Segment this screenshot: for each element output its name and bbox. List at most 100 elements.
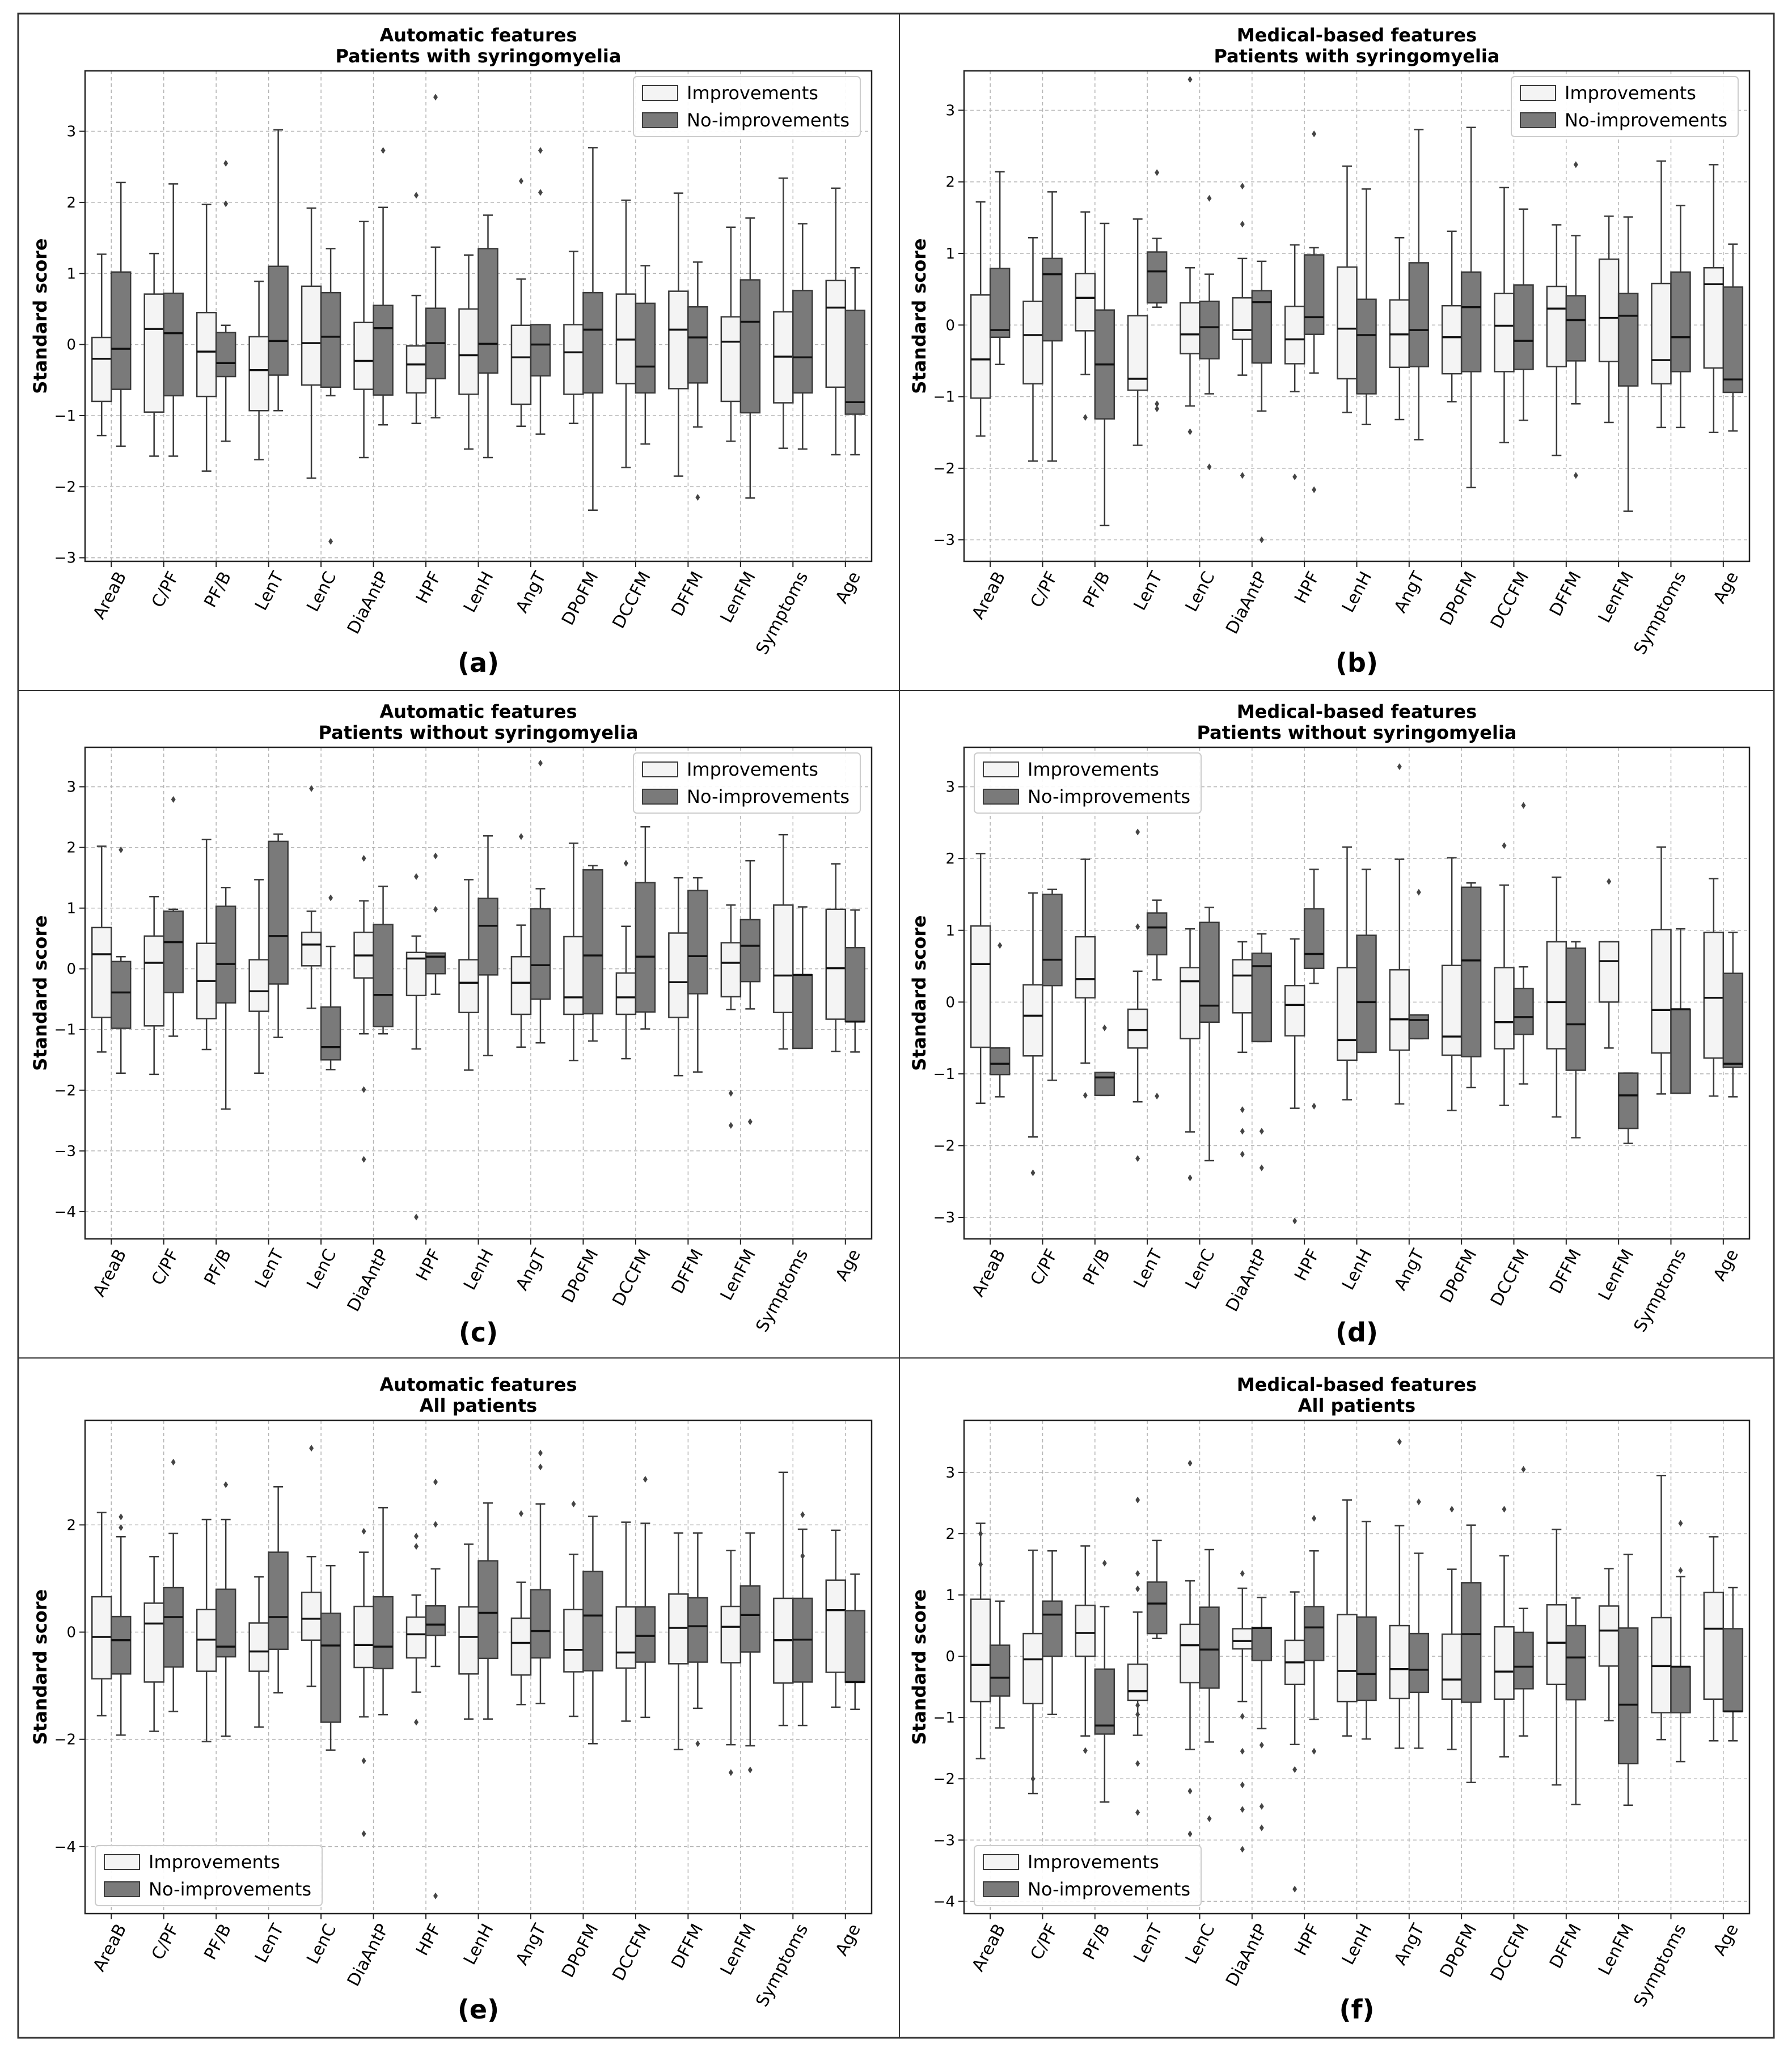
box-iqr — [1670, 1666, 1691, 1713]
box-iqr — [530, 908, 551, 1000]
box-pfb-no-improvements — [215, 887, 236, 1110]
box-iqr — [1232, 959, 1253, 1014]
outlier-point — [1102, 1559, 1107, 1567]
y-tick-label: −2 — [54, 1082, 76, 1099]
box-iqr — [1722, 972, 1744, 1068]
box-dffm-improvements — [668, 192, 689, 477]
box-iqr — [1565, 1624, 1587, 1701]
y-tick-label: 1 — [66, 265, 76, 282]
box-iqr — [1094, 1072, 1115, 1097]
box-iqr — [1022, 984, 1043, 1057]
chart-title-line: Automatic features — [380, 1374, 577, 1395]
box-cpf-no-improvements — [1042, 1550, 1063, 1716]
legend-box — [633, 76, 861, 137]
box-lent-no-improvements — [1146, 1539, 1168, 1639]
legend-swatch — [983, 1854, 1019, 1870]
outlier-point — [361, 1086, 366, 1093]
box-age-no-improvements — [844, 1573, 866, 1710]
outlier-point — [361, 1527, 366, 1535]
y-tick-label: −2 — [933, 1771, 955, 1788]
box-iqr — [1042, 257, 1063, 342]
y-tick-label: −2 — [54, 479, 76, 496]
box-lenfm-no-improvements — [739, 860, 761, 1125]
box-lenh-no-improvements — [1356, 188, 1377, 426]
box-iqr — [425, 1605, 446, 1636]
x-tick-label: Age — [832, 568, 865, 607]
x-tick-label: LenT — [1130, 1920, 1167, 1966]
x-tick-label: PF/B — [1079, 1246, 1114, 1288]
box-symptoms-improvements — [773, 1471, 794, 1727]
y-tick-label: 2 — [66, 840, 76, 857]
box-iqr — [1337, 967, 1358, 1061]
outlier-point — [361, 1830, 366, 1838]
outlier-point — [1502, 1505, 1507, 1513]
box-lenh-improvements — [458, 1543, 479, 1720]
box-cpf-improvements — [143, 1555, 164, 1732]
outlier-point — [1312, 1102, 1317, 1110]
box-dffm-improvements — [1546, 876, 1567, 1118]
y-axis-label: Standard score — [29, 1589, 51, 1745]
x-tick-label: PF/B — [200, 1920, 235, 1963]
x-tick-label: Symptoms — [1630, 1920, 1690, 2010]
legend-swatch — [104, 1881, 140, 1897]
box-symptoms-no-improvements — [1670, 1520, 1691, 1763]
outlier-point — [1135, 1585, 1140, 1593]
box-iqr — [353, 321, 374, 390]
x-tick-label: DPoFM — [1436, 1246, 1481, 1306]
box-symptoms-improvements — [1651, 846, 1672, 1095]
x-tick-label: Age — [832, 1246, 865, 1284]
y-tick-label: 3 — [945, 1465, 955, 1482]
box-dffm-improvements — [1546, 224, 1567, 456]
box-iqr — [687, 1597, 708, 1663]
box-dccfm-improvements — [1494, 842, 1515, 1106]
box-iqr — [792, 290, 813, 394]
outlier-point — [1678, 1567, 1683, 1574]
box-lenfm-improvements — [720, 226, 742, 442]
box-hpf-improvements — [1284, 244, 1305, 480]
box-iqr — [720, 316, 742, 403]
box-iqr — [110, 271, 132, 390]
box-dffm-no-improvements — [1565, 941, 1587, 1139]
x-tick-label: DFFM — [1546, 568, 1586, 619]
box-iqr — [268, 840, 289, 985]
y-axis-label: Standard score — [908, 238, 930, 394]
y-axis-label: Standard score — [29, 238, 51, 394]
outlier-point — [171, 1458, 176, 1466]
box-cpf-improvements — [1022, 892, 1043, 1177]
outlier-point — [1207, 194, 1212, 202]
box-iqr — [720, 942, 742, 998]
y-axis-label: Standard score — [908, 915, 930, 1071]
box-lenc-improvements — [301, 1445, 322, 1687]
x-tick-label: AreaB — [89, 1920, 130, 1975]
box-iqr — [1670, 1008, 1691, 1094]
x-tick-label: AreaB — [968, 1246, 1009, 1300]
box-iqr — [668, 290, 689, 390]
outlier-point — [1573, 472, 1578, 479]
box-iqr — [1199, 301, 1220, 359]
x-tick-label: DiaAntP — [344, 1246, 393, 1315]
box-pfb-no-improvements — [1094, 1024, 1115, 1097]
box-symptoms-no-improvements — [1670, 205, 1691, 429]
x-tick-label: C/PF — [148, 1246, 183, 1288]
legend-label: Improvements — [687, 82, 818, 104]
x-tick-label: DPoFM — [1436, 568, 1481, 628]
outlier-point — [978, 1530, 983, 1537]
box-iqr — [373, 924, 394, 1027]
box-cpf-improvements — [143, 896, 164, 1076]
outlier-point — [1292, 1885, 1297, 1893]
box-iqr — [687, 890, 708, 995]
outlier-point — [223, 200, 229, 208]
box-pfb-improvements — [196, 1518, 217, 1742]
legend: Improvements No-improvements — [974, 1845, 1202, 1906]
box-dffm-no-improvements — [1565, 161, 1587, 479]
outlier-point — [800, 1511, 805, 1518]
outlier-point — [414, 1533, 419, 1540]
box-iqr — [582, 869, 603, 1015]
y-tick-label: 0 — [945, 1648, 955, 1665]
x-tick-label: DCCFM — [608, 1920, 655, 1984]
box-dccfm-improvements — [1494, 187, 1515, 443]
box-angt-no-improvements — [1408, 888, 1430, 1040]
box-iqr — [1598, 941, 1620, 1003]
outlier-point — [1312, 486, 1317, 493]
y-tick-label: −4 — [54, 1204, 76, 1221]
